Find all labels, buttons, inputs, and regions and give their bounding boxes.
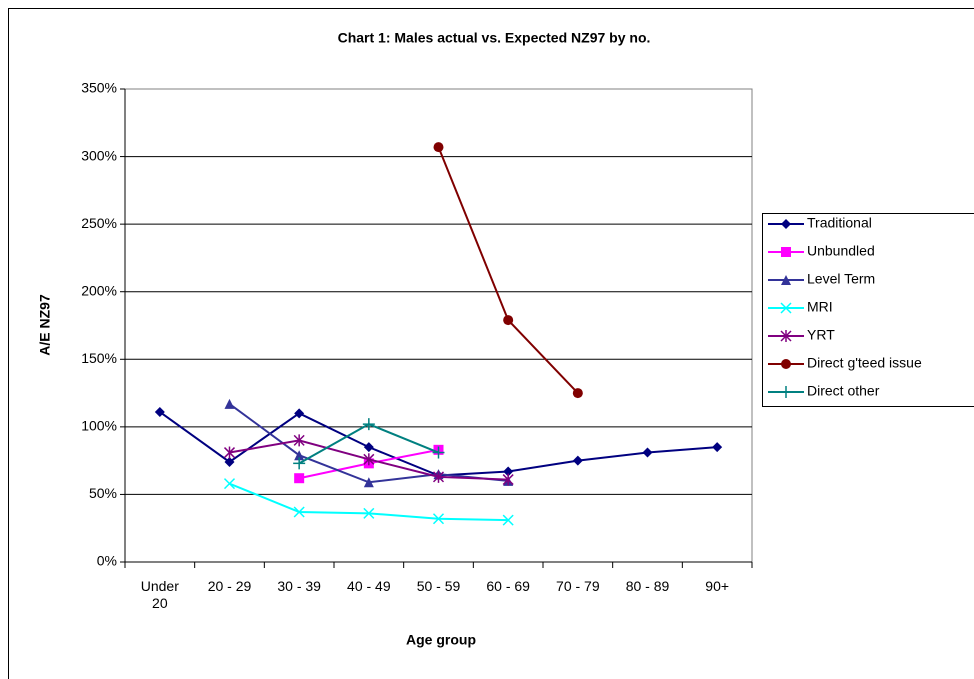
marker-part — [780, 302, 792, 314]
marker-part — [572, 388, 583, 399]
legend-label: MRI — [807, 299, 833, 315]
x-tick-label: 30 - 39 — [277, 578, 321, 594]
x-axis-title: Age group — [406, 632, 476, 648]
marker — [293, 457, 306, 470]
marker-part — [154, 406, 165, 417]
legend-label: Level Term — [807, 271, 875, 287]
marker-part — [293, 506, 305, 518]
marker-part — [781, 219, 791, 229]
marker — [502, 514, 514, 526]
x-tick-label: 70 - 79 — [556, 578, 600, 594]
marker-part — [363, 477, 374, 488]
marker — [432, 513, 445, 525]
marker — [223, 446, 236, 459]
marker — [432, 470, 445, 483]
marker — [224, 456, 235, 467]
marker-part — [503, 466, 514, 477]
marker-part — [781, 359, 791, 369]
marker — [503, 466, 514, 477]
marker — [294, 408, 305, 419]
y-tick-label: 150% — [81, 350, 117, 366]
marker — [781, 219, 791, 229]
marker-part — [502, 514, 514, 526]
marker — [780, 302, 792, 314]
x-tick-label: 80 - 89 — [625, 578, 670, 594]
marker-part — [432, 513, 445, 525]
marker — [154, 406, 165, 417]
marker-part — [642, 447, 653, 458]
marker — [781, 359, 791, 369]
marker — [293, 506, 305, 518]
marker-part — [294, 450, 305, 461]
legend-label: Direct other — [807, 383, 880, 399]
marker — [293, 434, 305, 447]
marker — [294, 473, 305, 484]
x-tick-label: Under 20 — [140, 578, 179, 611]
marker — [642, 447, 653, 458]
y-tick-label: 0% — [97, 553, 117, 569]
marker — [781, 275, 791, 285]
marker-part — [363, 507, 375, 519]
marker — [363, 507, 375, 519]
marker-part — [294, 473, 305, 484]
x-tick-label: 20 - 29 — [207, 578, 252, 594]
y-tick-label: 250% — [81, 215, 117, 231]
y-tick-label: 350% — [81, 80, 117, 96]
marker — [781, 247, 791, 257]
legend-label: Unbundled — [807, 243, 875, 259]
y-axis-title: A/E NZ97 — [37, 294, 53, 356]
marker-part — [503, 315, 514, 326]
legend-label: Direct g'teed issue — [807, 355, 922, 371]
marker — [780, 386, 792, 398]
marker — [712, 442, 723, 453]
marker — [432, 446, 445, 459]
marker — [294, 450, 305, 461]
marker-part — [433, 142, 444, 153]
marker-part — [363, 442, 374, 453]
plot-area — [124, 88, 753, 563]
x-tick-label: 40 - 49 — [347, 578, 391, 594]
marker-part — [223, 478, 236, 490]
legend-label: Traditional — [807, 215, 872, 231]
marker — [503, 315, 514, 326]
marker-part — [781, 275, 791, 285]
marker-part — [781, 247, 791, 257]
marker — [363, 442, 374, 453]
marker — [572, 455, 583, 466]
marker — [224, 398, 235, 409]
y-tick-label: 100% — [81, 418, 117, 434]
marker — [363, 453, 375, 466]
legend-box — [762, 213, 974, 407]
marker — [433, 142, 444, 153]
y-tick-label: 300% — [81, 147, 117, 163]
x-tick-label: 90+ — [705, 578, 730, 594]
marker-part — [572, 455, 583, 466]
chart-title: Chart 1: Males actual vs. Expected NZ97 … — [338, 30, 651, 46]
x-tick-label: 50 - 59 — [416, 578, 461, 594]
marker — [362, 418, 375, 431]
marker — [363, 477, 374, 488]
y-tick-label: 50% — [89, 485, 117, 501]
marker — [223, 478, 236, 490]
y-tick-label: 200% — [81, 282, 117, 298]
marker — [780, 330, 792, 342]
marker — [572, 388, 583, 399]
legend-label: YRT — [807, 327, 835, 343]
marker — [502, 473, 514, 486]
x-tick-label: 60 - 69 — [486, 578, 530, 594]
marker-part — [294, 408, 305, 419]
marker-part — [224, 398, 235, 409]
marker-part — [224, 456, 235, 467]
marker-part — [712, 442, 723, 453]
